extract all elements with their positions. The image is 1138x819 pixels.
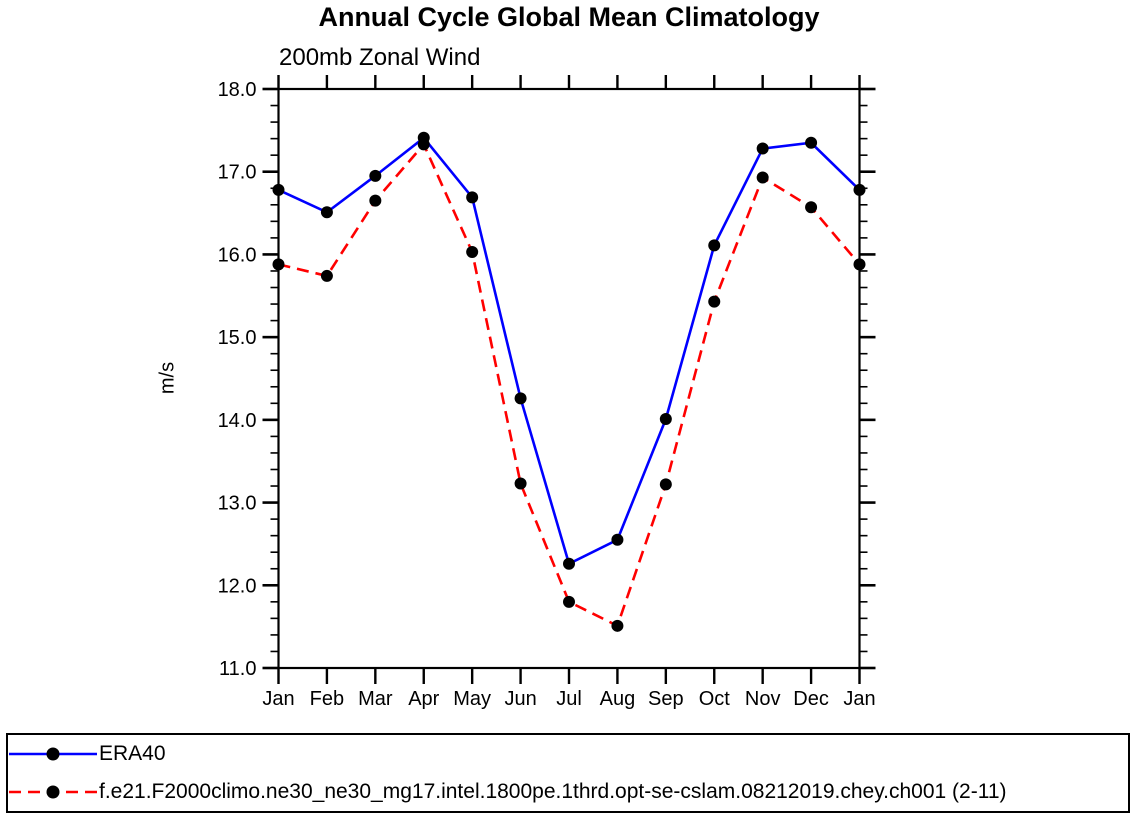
y-tick-label: 12.0 xyxy=(218,575,257,597)
chart-title: Annual Cycle Global Mean Climatology xyxy=(318,2,820,32)
data-point-marker xyxy=(514,477,527,490)
x-tick-label: Feb xyxy=(310,688,344,710)
legend-entry: ERA40 xyxy=(8,736,1128,772)
x-tick-label: Jan xyxy=(843,688,875,710)
legend-entry-label: f.e21.F2000climo.ne30_ne30_mg17.intel.18… xyxy=(99,780,1007,803)
y-tick-label: 15.0 xyxy=(218,327,257,349)
data-point-marker xyxy=(756,171,769,184)
data-point-marker xyxy=(805,201,818,214)
x-tick-label: Apr xyxy=(408,688,439,710)
legend-entry: f.e21.F2000climo.ne30_ne30_mg17.intel.18… xyxy=(8,774,1128,810)
data-point-marker xyxy=(417,138,430,151)
x-tick-label: Jun xyxy=(504,688,536,710)
x-tick-label: Jul xyxy=(556,688,582,710)
data-point-marker xyxy=(659,413,672,426)
data-point-marker xyxy=(272,258,285,271)
data-point-marker xyxy=(369,169,382,182)
data-point-marker xyxy=(272,183,285,196)
data-point-marker xyxy=(320,269,333,282)
chart-subtitle: 200mb Zonal Wind xyxy=(279,44,481,71)
x-tick-label: May xyxy=(453,688,491,710)
data-point-marker xyxy=(805,136,818,149)
legend-box: ERA40 f.e21.F2000climo.ne30_ne30_mg17.int… xyxy=(6,733,1130,813)
data-point-marker xyxy=(756,142,769,155)
series-line-model xyxy=(278,142,861,628)
data-point-marker xyxy=(466,191,479,204)
y-tick-label: 16.0 xyxy=(218,244,257,266)
data-point-marker xyxy=(708,239,721,252)
series-line-era40 xyxy=(277,135,861,566)
x-tick-label: Jan xyxy=(262,688,294,710)
y-tick-label: 13.0 xyxy=(218,493,257,515)
plot-area: 11.0 12.0 13.0 14.0 15.0 16.0 17.0 18.0 Jan Feb Ma… xyxy=(218,75,876,710)
y-tick-label: 18.0 xyxy=(218,79,257,101)
legend-line-sample xyxy=(9,747,97,761)
y-tick-label: 11.0 xyxy=(219,658,256,680)
x-tick-label: Mar xyxy=(358,688,393,710)
data-point-marker xyxy=(611,533,624,546)
data-point-marker xyxy=(563,557,575,570)
data-point-marker xyxy=(369,194,382,207)
x-tick-label: Sep xyxy=(648,688,684,710)
legend-marker-icon xyxy=(46,747,60,761)
x-tick-label: Nov xyxy=(745,688,781,710)
axis-frame xyxy=(277,87,861,670)
y-tick-label: 17.0 xyxy=(218,162,257,184)
data-point-marker xyxy=(853,258,866,271)
data-point-marker xyxy=(320,206,333,219)
data-point-marker xyxy=(659,478,672,491)
data-point-marker xyxy=(611,619,624,632)
data-point-marker xyxy=(466,245,479,258)
legend-marker-icon xyxy=(46,785,60,799)
data-point-marker xyxy=(708,295,721,308)
x-tick-label: Dec xyxy=(793,688,829,710)
y-tick-label: 14.0 xyxy=(218,410,257,432)
data-point-marker xyxy=(514,392,527,405)
data-point-marker xyxy=(853,183,866,196)
legend-entry-label: ERA40 xyxy=(99,742,166,765)
legend-line-sample xyxy=(9,785,97,799)
data-point-marker xyxy=(563,595,575,608)
x-tick-label: Oct xyxy=(699,688,731,710)
x-tick-label: Aug xyxy=(600,688,636,710)
